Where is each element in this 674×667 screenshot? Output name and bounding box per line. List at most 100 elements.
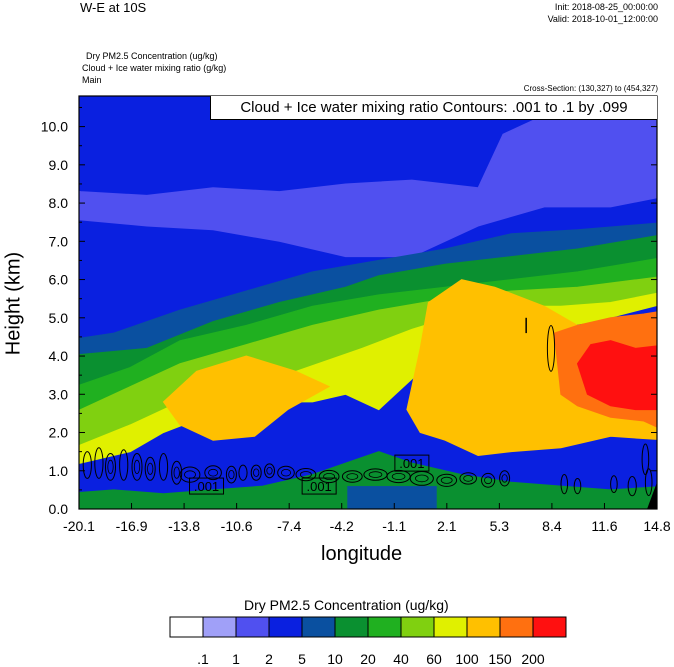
colorbar-label: 20 bbox=[360, 651, 376, 667]
y-tick-label: 7.0 bbox=[49, 233, 69, 249]
colorbar-swatch-7 bbox=[400, 616, 435, 638]
field-band-11 bbox=[79, 451, 657, 509]
colorbar-swatch-4 bbox=[301, 616, 336, 638]
y-tick-label: 9.0 bbox=[49, 157, 69, 173]
contour-loop-13 bbox=[264, 463, 275, 479]
contour-loop-16 bbox=[318, 469, 340, 484]
contour-loop-4 bbox=[131, 453, 143, 481]
colorbar-label: 1 bbox=[232, 651, 240, 667]
contour-label-1: .001 bbox=[306, 479, 331, 494]
y-tick-label: 1.0 bbox=[49, 463, 69, 479]
field-line-1: Dry PM2.5 Concentration (ug/kg) bbox=[86, 51, 218, 61]
x-tick-label: -20.1 bbox=[63, 518, 95, 534]
contour-loop-2 bbox=[105, 453, 116, 481]
contour-inner-10 bbox=[228, 469, 235, 480]
contour-inner-20 bbox=[414, 474, 429, 483]
y-tick-label: 4.0 bbox=[49, 348, 69, 364]
colorbar: .1 1 2 5 10 20 40 60 100 150 200 bbox=[169, 616, 567, 667]
colorbar-swatch-11 bbox=[532, 616, 567, 638]
y-tick-label: 0.0 bbox=[49, 501, 69, 517]
y-tick-label: 3.0 bbox=[49, 386, 69, 402]
contour-loop-22 bbox=[459, 472, 478, 485]
cross-section-label: Cross-Section: (130,327) to (454,327) bbox=[523, 84, 658, 93]
contour-inner-14 bbox=[280, 469, 291, 477]
contour-loop-17 bbox=[341, 470, 363, 483]
contour-inner-12 bbox=[253, 468, 260, 477]
contour-loop-23 bbox=[481, 472, 496, 488]
contour-inner-17 bbox=[346, 473, 359, 480]
contour-loop-9 bbox=[204, 465, 222, 481]
contour-info-box: Cloud + Ice water mixing ratio Contours:… bbox=[210, 96, 657, 120]
y-tick-label: 8.0 bbox=[49, 195, 69, 211]
contour-inner-23 bbox=[484, 476, 493, 485]
y-axis: 0.0 1.0 2.0 3.0 4.0 5.0 6.0 7.0 8.0 9.0 10.0 bbox=[41, 106, 657, 517]
y-tick-label: 2.0 bbox=[49, 425, 69, 441]
contour-loop-30 bbox=[644, 468, 653, 497]
x-tick-label: 8.4 bbox=[542, 518, 562, 534]
colorbar-label: 150 bbox=[488, 651, 512, 667]
contour-loop-1 bbox=[94, 447, 104, 479]
contour-inner-7 bbox=[173, 466, 180, 479]
contour-loop-0 bbox=[82, 451, 92, 479]
contour-loop-27 bbox=[610, 475, 618, 494]
contour-label-box-0 bbox=[189, 477, 225, 495]
field-band-10 bbox=[576, 340, 657, 411]
contour-labels: .001 .001 .001 bbox=[189, 454, 430, 495]
y-tick-label: 10.0 bbox=[41, 119, 68, 135]
colorbar-swatch-6 bbox=[367, 616, 402, 638]
field-line-3: Main bbox=[82, 75, 102, 85]
init-time: Init: 2018-08-25_00:00:00 bbox=[554, 2, 658, 12]
x-tick-label: -13.8 bbox=[168, 518, 200, 534]
contour-loop-3 bbox=[119, 449, 129, 481]
contour-loop-25 bbox=[560, 474, 569, 495]
contour-loop-28 bbox=[627, 476, 637, 497]
contour-loop-21 bbox=[436, 473, 458, 487]
contour-inner-9 bbox=[208, 468, 219, 477]
x-tick-label: -1.1 bbox=[382, 518, 406, 534]
colorbar-label: 60 bbox=[426, 651, 442, 667]
contour-inner-5 bbox=[147, 462, 154, 475]
x-axis: -20.1 -16.9 -13.8 -10.6 -7.4 -4.2 -1.1 2.1 5.3 8.… bbox=[63, 503, 671, 534]
contour-inner-16 bbox=[323, 472, 336, 480]
x-tick-label: 11.6 bbox=[591, 518, 617, 534]
contour-loop-5 bbox=[144, 456, 156, 481]
contour-loop-29 bbox=[641, 443, 650, 476]
chart-title: W-E at 10S bbox=[80, 0, 147, 15]
colorbar-label: 5 bbox=[298, 651, 306, 667]
y-tick-label: 6.0 bbox=[49, 272, 69, 288]
contour-loop-7 bbox=[171, 460, 183, 485]
colorbar-label: 2 bbox=[265, 651, 273, 667]
x-tick-label: -10.6 bbox=[221, 518, 253, 534]
x-tick-label: -16.9 bbox=[116, 518, 148, 534]
colorbar-label: 200 bbox=[521, 651, 545, 667]
contour-inner-24 bbox=[501, 474, 508, 483]
y-tick-label: 5.0 bbox=[49, 310, 69, 326]
valid-time: Valid: 2018-10-01_12:00:00 bbox=[547, 14, 658, 24]
colorbar-swatch-1 bbox=[202, 616, 237, 638]
terrain-corner bbox=[647, 482, 657, 509]
contour-inner-4 bbox=[133, 459, 141, 474]
contour-inner-22 bbox=[463, 475, 474, 482]
colorbar-swatch-2 bbox=[235, 616, 270, 638]
contour-loop-14 bbox=[277, 465, 295, 480]
x-tick-label: -4.2 bbox=[330, 518, 354, 534]
field-band-7 bbox=[162, 355, 331, 441]
contour-loop-26 bbox=[573, 478, 582, 495]
x-tick-label: 5.3 bbox=[490, 518, 510, 534]
contour-label-box-2 bbox=[394, 454, 430, 472]
colorbar-swatch-10 bbox=[499, 616, 534, 638]
contour-inner-2 bbox=[107, 459, 114, 474]
contour-loop-12 bbox=[250, 464, 262, 481]
contour-loop-15 bbox=[295, 468, 317, 482]
contour-loop-6 bbox=[158, 453, 169, 481]
contour-label-2: .001 bbox=[399, 456, 424, 471]
colorbar-label: 40 bbox=[393, 651, 409, 667]
x-tick-label: 14.8 bbox=[643, 518, 670, 534]
contour-label-box-1 bbox=[301, 477, 337, 495]
contour-inner-21 bbox=[440, 476, 453, 484]
contour-inner-13 bbox=[266, 466, 273, 475]
colorbar-label: .1 bbox=[197, 651, 209, 667]
colorbar-label: 100 bbox=[455, 651, 479, 667]
contour-loop-10 bbox=[225, 465, 237, 484]
